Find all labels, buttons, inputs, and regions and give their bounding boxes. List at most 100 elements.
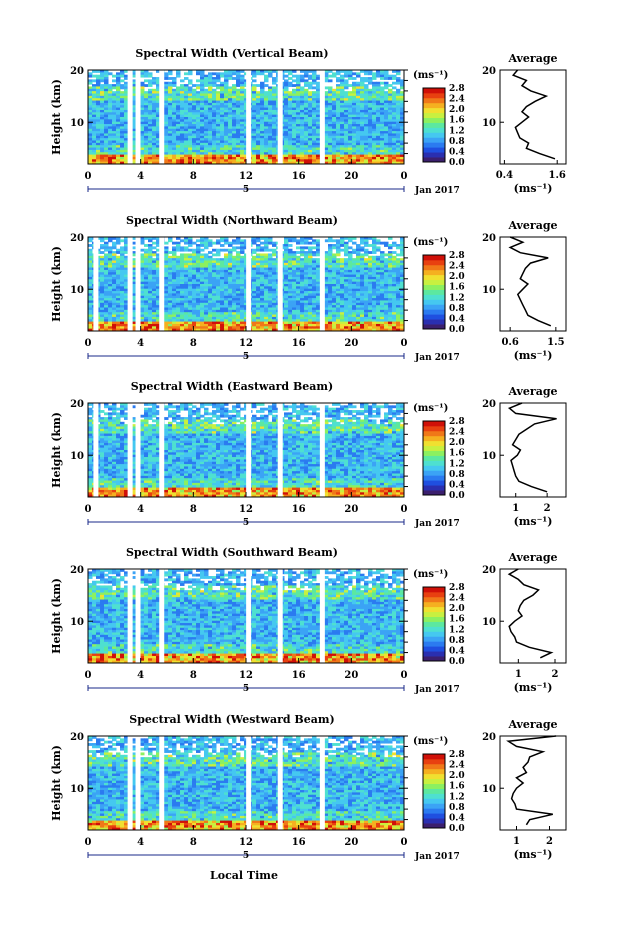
heatmap-cell xyxy=(352,295,357,299)
heatmap-cell xyxy=(348,121,353,125)
heatmap-cell xyxy=(344,117,349,120)
heatmap-cell xyxy=(256,265,261,269)
heatmap-cell xyxy=(200,295,205,299)
heatmap-cell xyxy=(348,251,353,254)
heatmap-cell xyxy=(316,265,321,269)
heatmap-cell xyxy=(392,114,397,118)
heatmap-cell xyxy=(328,100,333,104)
heatmap-cell xyxy=(152,300,157,304)
heatmap-cell xyxy=(316,269,321,273)
heatmap-cell xyxy=(284,133,289,137)
heatmap-cell xyxy=(344,152,349,156)
heatmap-cell xyxy=(224,298,229,301)
heatmap-cell xyxy=(104,114,109,118)
heatmap-cell xyxy=(228,288,233,292)
heatmap-cell xyxy=(152,279,157,283)
heatmap-cell xyxy=(360,95,365,99)
heatmap-cell xyxy=(116,95,121,99)
heatmap-cell xyxy=(388,288,393,292)
heatmap-cell xyxy=(196,117,201,120)
heatmap-cell xyxy=(232,295,237,299)
heatmap-cell xyxy=(208,265,213,269)
heatmap-cell xyxy=(388,156,393,160)
heatmap-cell xyxy=(96,142,101,146)
heatmap-cell xyxy=(180,135,185,139)
heatmap-cell xyxy=(292,253,297,257)
heatmap-cell xyxy=(228,262,233,266)
heatmap-cell xyxy=(100,119,105,123)
heatmap-cell xyxy=(144,121,149,125)
heatmap-cell xyxy=(104,117,109,120)
heatmap-cell xyxy=(380,112,385,116)
heatmap-cell xyxy=(272,79,277,83)
heatmap-cell xyxy=(384,159,389,163)
heatmap-cell xyxy=(360,159,365,163)
heatmap-cell xyxy=(132,291,137,294)
heatmap-cell xyxy=(240,244,245,247)
heatmap-cell xyxy=(392,102,397,106)
heatmap-cell xyxy=(144,91,149,94)
heatmap-cell xyxy=(344,93,349,97)
heatmap-cell xyxy=(228,295,233,299)
heatmap-cell xyxy=(192,288,197,292)
heatmap-cell xyxy=(256,284,261,287)
heatmap-cell xyxy=(264,258,269,261)
heatmap-cell xyxy=(200,298,205,301)
heatmap-cell xyxy=(156,276,161,280)
heatmap-cell xyxy=(384,149,389,153)
heatmap-cell xyxy=(268,156,273,160)
heatmap-cell xyxy=(376,100,381,104)
heatmap-cell xyxy=(232,84,237,87)
heatmap-cell xyxy=(388,159,393,163)
heatmap-cell xyxy=(272,147,277,151)
heatmap-cell xyxy=(216,109,221,113)
heatmap-cell xyxy=(124,126,129,130)
heatmap-cell xyxy=(288,269,293,273)
heatmap-cell xyxy=(360,112,365,116)
heatmap-cell xyxy=(388,260,393,264)
heatmap-cell xyxy=(188,253,193,257)
heatmap-cell xyxy=(100,91,105,94)
heatmap-cell xyxy=(356,253,361,257)
heatmap-cell xyxy=(212,114,217,118)
heatmap-cell xyxy=(256,300,261,304)
heatmap-cell xyxy=(116,300,121,304)
heatmap-cell xyxy=(108,114,113,118)
heatmap-cell xyxy=(148,147,153,151)
heatmap-cell xyxy=(104,281,109,285)
heatmap-cell xyxy=(200,244,205,247)
heatmap-cell xyxy=(316,119,321,123)
heatmap-cell xyxy=(212,145,217,149)
heatmap-cell xyxy=(296,102,301,106)
heatmap-cell xyxy=(356,128,361,132)
heatmap-cell xyxy=(212,84,217,87)
heatmap-cell xyxy=(272,274,277,278)
heatmap-cell xyxy=(232,265,237,269)
heatmap-cell xyxy=(104,241,109,245)
heatmap-cell xyxy=(356,260,361,264)
x-tick-label: 20 xyxy=(344,171,358,182)
heatmap-cell xyxy=(268,300,273,304)
heatmap-cell xyxy=(312,161,317,165)
heatmap-cell xyxy=(108,95,113,99)
heatmap-cell xyxy=(208,262,213,266)
heatmap-cell xyxy=(204,156,209,160)
heatmap-cell xyxy=(144,102,149,106)
heatmap-cell xyxy=(356,251,361,254)
heatmap-cell xyxy=(364,241,369,245)
heatmap-cell xyxy=(164,74,169,78)
heatmap-cell xyxy=(192,93,197,97)
heatmap-cell xyxy=(256,145,261,149)
heatmap-cell xyxy=(196,246,201,250)
heatmap-cell xyxy=(176,154,181,158)
heatmap-cell xyxy=(384,241,389,245)
heatmap-cell xyxy=(388,269,393,273)
heatmap-cell xyxy=(204,102,209,106)
heatmap-cell xyxy=(260,246,265,250)
heatmap-cell xyxy=(348,135,353,139)
heatmap-cell xyxy=(152,159,157,163)
heatmap-cell xyxy=(368,156,373,160)
heatmap-cell xyxy=(384,70,389,73)
heatmap-cell xyxy=(344,81,349,85)
heatmap-cell xyxy=(148,98,153,102)
